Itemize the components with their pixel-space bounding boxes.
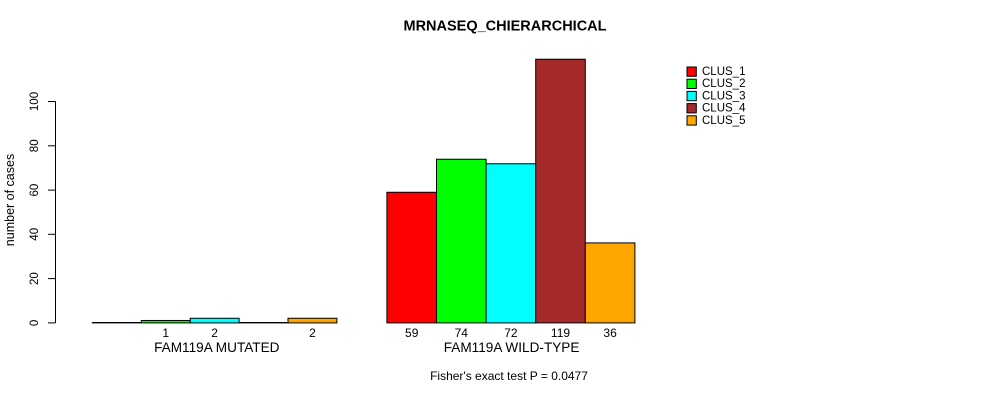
svg-text:36: 36 (603, 326, 617, 340)
svg-text:FAM119A MUTATED: FAM119A MUTATED (154, 340, 280, 355)
svg-text:number of cases: number of cases (3, 154, 17, 246)
svg-text:Fisher's exact test P = 0.0477: Fisher's exact test P = 0.0477 (430, 369, 588, 383)
svg-text:60: 60 (29, 184, 41, 197)
svg-text:CLUS_3: CLUS_3 (702, 90, 745, 102)
svg-text:CLUS_1: CLUS_1 (702, 66, 745, 78)
svg-text:1: 1 (162, 326, 169, 340)
svg-text:20: 20 (29, 272, 41, 285)
svg-text:72: 72 (504, 326, 518, 340)
svg-text:CLUS_5: CLUS_5 (702, 115, 745, 127)
svg-text:59: 59 (405, 326, 419, 340)
svg-text:74: 74 (455, 326, 469, 340)
svg-text:80: 80 (29, 139, 41, 152)
svg-text:2: 2 (211, 326, 218, 340)
svg-text:0: 0 (29, 320, 41, 326)
svg-text:40: 40 (29, 228, 41, 241)
svg-text:2: 2 (309, 326, 316, 340)
svg-text:MRNASEQ_CHIERARCHICAL: MRNASEQ_CHIERARCHICAL (403, 19, 606, 35)
svg-text:CLUS_2: CLUS_2 (702, 78, 745, 90)
svg-text:CLUS_4: CLUS_4 (702, 103, 746, 115)
svg-text:100: 100 (29, 92, 41, 111)
svg-text:FAM119A WILD-TYPE: FAM119A WILD-TYPE (444, 340, 580, 355)
svg-text:119: 119 (551, 326, 570, 340)
